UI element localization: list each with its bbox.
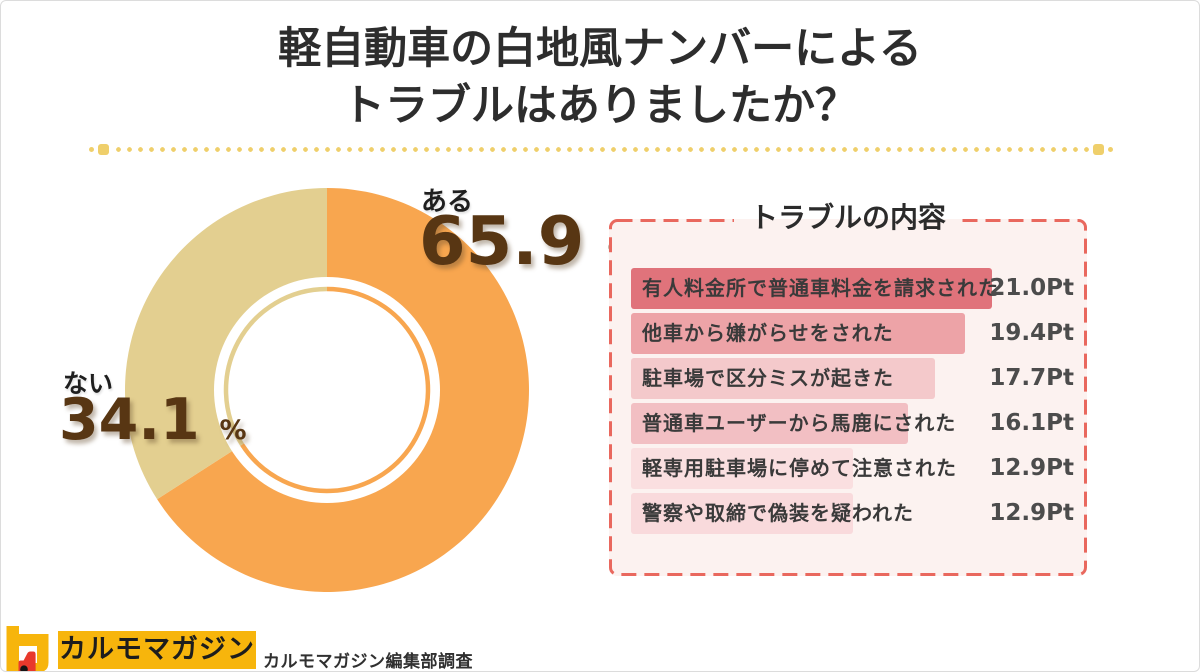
trouble-value: 21.0Pt	[989, 275, 1074, 301]
donut-value-aru-number: 65.9	[419, 202, 585, 280]
trouble-row: 普通車ユーザーから馬鹿にされた 16.1Pt	[631, 403, 1074, 444]
donut-value-nai-number: 34.1	[59, 387, 200, 453]
trouble-label: 普通車ユーザーから馬鹿にされた	[642, 411, 957, 435]
divider-dotted-line	[113, 143, 1089, 155]
page-title-line1: 軽自動車の白地風ナンバーによる	[278, 24, 922, 74]
divider-end-dot	[89, 146, 94, 152]
trouble-value: 12.9Pt	[989, 500, 1074, 526]
divider-end-dot	[1108, 146, 1113, 152]
donut-label-aru: ある	[421, 187, 474, 217]
trouble-bar-list: 有人料金所で普通車料金を請求された 21.0Pt 他車から嫌がらせをされた 19…	[631, 268, 1074, 538]
page-title: 軽自動車の白地風ナンバーによる トラブルはありましたか？	[1, 21, 1199, 135]
trouble-row: 警察や取締で偽装を疑われた 12.9Pt	[631, 493, 1074, 534]
donut-value-nai-unit: %	[219, 415, 247, 446]
donut-label-nai: ない	[63, 369, 114, 398]
trouble-label: 他車から嫌がらせをされた	[642, 321, 894, 345]
trouble-bar	[631, 313, 965, 354]
trouble-bar	[631, 358, 936, 399]
divider-big-dot	[98, 143, 109, 155]
trouble-bar	[631, 448, 853, 489]
trouble-label: 軽専用駐車場に停めて注意された	[642, 456, 957, 480]
karumo-logo-wordmark: カルモマガジン	[58, 631, 256, 669]
trouble-row: 他車から嫌がらせをされた 19.4Pt	[631, 313, 1074, 354]
donut-value-aru: 65.9 %	[419, 208, 639, 275]
trouble-bar	[631, 403, 908, 444]
trouble-label: 駐車場で区分ミスが起きた	[642, 366, 894, 390]
trouble-row: 有人料金所で普通車料金を請求された 21.0Pt	[631, 268, 1074, 309]
page-title-line2: トラブルはありましたか？	[342, 80, 858, 131]
divider-big-dot	[1093, 143, 1104, 155]
trouble-label: 警察や取締で偽装を疑われた	[642, 501, 914, 525]
trouble-panel: トラブルの内容 有人料金所で普通車料金を請求された 21.0Pt 他車から嫌がら…	[609, 198, 1087, 576]
trouble-value: 16.1Pt	[989, 410, 1074, 436]
trouble-bar	[631, 268, 993, 309]
trouble-label: 有人料金所で普通車料金を請求された	[642, 276, 999, 300]
panel-title: トラブルの内容	[733, 198, 963, 238]
donut-value-nai: 34.1 %	[59, 392, 247, 449]
donut-chart	[117, 180, 537, 600]
dotted-divider	[89, 143, 1113, 155]
trouble-row: 軽専用駐車場に停めて注意された 12.9Pt	[631, 448, 1074, 489]
survey-source-note: カルモマガジン編集部調査	[263, 652, 473, 672]
trouble-bar	[631, 493, 853, 534]
donut-chart-svg	[124, 188, 529, 592]
trouble-value: 17.7Pt	[989, 365, 1074, 391]
trouble-value: 19.4Pt	[989, 320, 1074, 346]
karumo-logo-icon	[6, 626, 49, 671]
trouble-row: 駐車場で区分ミスが起きた 17.7Pt	[631, 358, 1074, 399]
trouble-value: 12.9Pt	[989, 455, 1074, 481]
